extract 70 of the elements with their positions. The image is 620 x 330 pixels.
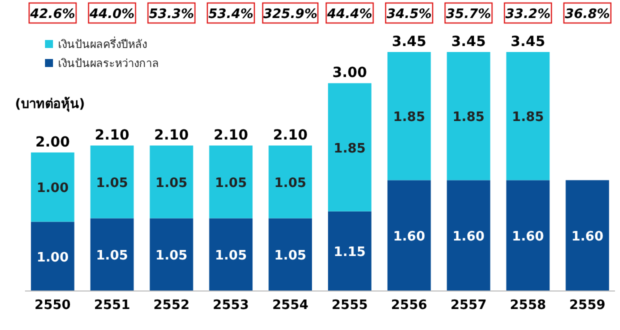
total-label: 2.10 <box>94 128 130 144</box>
data-label: 1.85 <box>512 110 544 126</box>
total-label: 2.10 <box>273 128 308 144</box>
bar <box>387 52 431 180</box>
total-label: 2.10 <box>214 128 248 144</box>
text: 53.4% <box>208 7 254 22</box>
text: 44.4% <box>326 7 372 22</box>
bar <box>328 211 372 291</box>
total-label: 3.45 <box>451 34 486 50</box>
data-label: 1.05 <box>214 176 247 191</box>
x-tick-label: 2555 <box>332 298 368 313</box>
x-tick-label: 2553 <box>212 298 249 313</box>
data-label: 1.60 <box>393 230 426 245</box>
total-label: 3.00 <box>332 65 368 82</box>
data-label: 1.15 <box>334 245 366 260</box>
data-label: 1.00 <box>36 181 69 196</box>
x-tick-label: 2554 <box>272 298 308 313</box>
bar <box>566 180 610 291</box>
total-label: 2.00 <box>35 134 70 150</box>
text: 33.2% <box>505 7 551 22</box>
bar <box>150 146 194 218</box>
bar <box>90 218 134 291</box>
data-label: 1.05 <box>96 248 128 264</box>
data-label: 1.00 <box>36 250 69 266</box>
bar <box>446 180 490 291</box>
bar <box>150 218 194 291</box>
data-label: 1.60 <box>512 230 544 245</box>
x-tick-label: 2557 <box>450 298 487 313</box>
data-label: 1.05 <box>274 248 306 264</box>
bar <box>387 180 431 291</box>
bar <box>209 218 253 291</box>
legend-label: เงินปันผลครึ่งปีหลัง <box>58 36 147 51</box>
total-label: 2.10 <box>154 128 189 144</box>
total-label: 3.45 <box>392 34 426 50</box>
bar <box>506 52 550 180</box>
text: 34.5% <box>386 7 432 22</box>
bar <box>506 180 550 291</box>
bar <box>30 222 74 291</box>
text: 44.0% <box>88 7 135 22</box>
data-label: 1.05 <box>155 248 188 264</box>
data-label: 1.60 <box>452 230 485 245</box>
data-label: 1.05 <box>214 248 247 264</box>
bar <box>209 146 253 218</box>
text: 35.7% <box>446 7 492 22</box>
bar <box>268 146 312 218</box>
y-axis-title: (บาทต่อหุ้น) <box>15 96 85 112</box>
x-tick-label: 2551 <box>94 298 130 313</box>
x-tick-label: 2556 <box>391 298 428 313</box>
bar <box>446 52 490 180</box>
bar <box>90 146 134 218</box>
x-tick-label: 2559 <box>569 298 606 313</box>
data-label: 1.05 <box>155 176 188 191</box>
total-label: 3.45 <box>510 34 546 50</box>
data-label: 1.85 <box>452 110 485 126</box>
data-label: 1.05 <box>96 176 128 191</box>
data-label: 1.05 <box>274 176 306 191</box>
data-label: 1.85 <box>393 110 426 126</box>
x-tick-label: 2550 <box>34 298 71 313</box>
legend-label: เงินปันผลระหว่างกาล <box>58 57 159 70</box>
text: 36.8% <box>564 7 610 22</box>
text: 42.6% <box>29 7 76 22</box>
bar <box>30 152 74 222</box>
x-tick-label: 2558 <box>510 298 546 313</box>
text: 325.9% <box>263 7 318 22</box>
bar <box>328 83 372 212</box>
x-tick-label: 2552 <box>153 298 190 313</box>
text: 53.3% <box>148 7 194 22</box>
data-label: 1.85 <box>334 141 366 156</box>
data-label: 1.60 <box>571 230 604 245</box>
bar <box>268 218 312 291</box>
